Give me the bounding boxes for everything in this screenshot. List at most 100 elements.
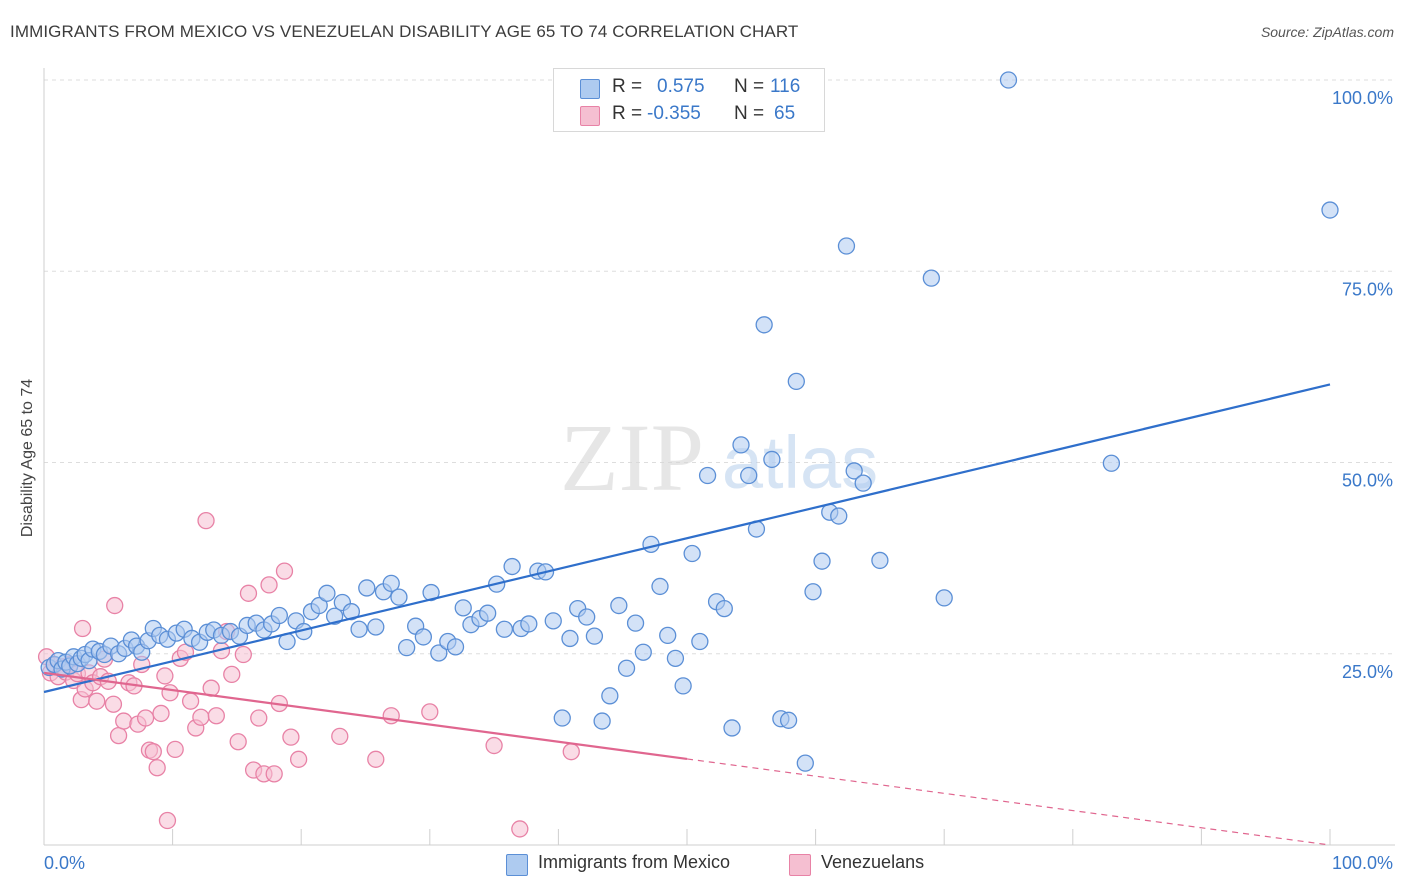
mexico-point bbox=[367, 618, 385, 636]
mexico-point bbox=[310, 596, 328, 615]
venezuelans-point bbox=[181, 692, 200, 710]
venezuelans-point bbox=[265, 765, 283, 783]
mexico-point bbox=[561, 629, 579, 648]
mexico-point bbox=[1321, 201, 1339, 219]
venezuelans-point bbox=[192, 708, 210, 726]
venezuelans-swatch bbox=[580, 106, 600, 126]
mexico-point bbox=[787, 372, 805, 391]
venezuelans-point bbox=[250, 709, 268, 727]
venezuelans-point bbox=[234, 645, 252, 664]
mexico-point bbox=[837, 237, 856, 255]
mexico-point bbox=[732, 436, 750, 454]
venezuelans-point bbox=[73, 619, 92, 638]
mexico-point bbox=[446, 638, 465, 656]
venezuelans-point bbox=[275, 562, 294, 580]
venezuelans-point bbox=[144, 743, 162, 761]
mexico-point bbox=[723, 719, 741, 737]
n-label: N = bbox=[734, 103, 765, 124]
tick-labels: 25.0% 50.0% 75.0% 100.0% 0.0% 100.0% bbox=[44, 88, 1393, 873]
mexico-swatch bbox=[580, 79, 600, 99]
mexico-point bbox=[763, 450, 781, 469]
venezuelans-point bbox=[207, 707, 225, 725]
mexico-point bbox=[642, 535, 660, 554]
trendlines bbox=[43, 383, 1331, 846]
venezuelans-point bbox=[158, 811, 177, 830]
legend-label-mexico: Immigrants from Mexico bbox=[538, 852, 731, 872]
gridlines bbox=[44, 79, 1395, 655]
mexico-point bbox=[578, 608, 596, 626]
mexico-point bbox=[553, 709, 571, 727]
mexico-point bbox=[358, 579, 376, 597]
mexico-point bbox=[854, 474, 872, 492]
mexico-point bbox=[830, 507, 848, 525]
mexico-point bbox=[634, 643, 652, 661]
mexico-points bbox=[40, 71, 1339, 772]
stats-row-mexico: R = 0.575 N = 116 bbox=[554, 74, 824, 102]
mexico-point bbox=[325, 607, 344, 625]
mexico-point bbox=[544, 612, 562, 630]
mexico-point bbox=[779, 711, 798, 729]
r-label: R = bbox=[612, 103, 643, 124]
mexico-point bbox=[666, 649, 685, 667]
mexico-point bbox=[414, 628, 433, 646]
chart-title: IMMIGRANTS FROM MEXICO VS VENEZUELAN DIS… bbox=[10, 22, 799, 41]
venezuelans-point bbox=[282, 728, 300, 746]
mexico-point bbox=[804, 583, 822, 601]
r-label: R = bbox=[612, 76, 643, 97]
mexico-point bbox=[935, 589, 953, 607]
mexico-n-value: 116 bbox=[770, 76, 801, 97]
legend-swatch-venezuelans bbox=[789, 854, 811, 876]
x-tick-label-max: 100.0% bbox=[1332, 853, 1393, 873]
x-tick-label-min: 0.0% bbox=[44, 853, 85, 873]
mexico-point bbox=[813, 552, 831, 570]
y-axis-label: Disability Age 65 to 74 bbox=[19, 378, 36, 538]
y-tick-label: 50.0% bbox=[1342, 471, 1393, 491]
mexico-point bbox=[270, 606, 288, 625]
legend-label-venezuelans: Venezuelans bbox=[821, 852, 925, 872]
venezuelans-point bbox=[109, 726, 128, 745]
venezuelans-point bbox=[289, 750, 308, 768]
mexico-point bbox=[796, 754, 814, 772]
venezuelans-point bbox=[115, 712, 133, 730]
mexico-point bbox=[683, 544, 701, 563]
mexico-point bbox=[601, 687, 619, 705]
mexico-point bbox=[495, 620, 514, 638]
venezuelans-trendline-extension bbox=[686, 758, 1331, 846]
mexico-point bbox=[691, 632, 709, 651]
venezuelans-point bbox=[382, 707, 400, 725]
mexico-point bbox=[454, 599, 472, 617]
venezuelans-point bbox=[485, 736, 503, 755]
venezuelans-point bbox=[166, 740, 184, 759]
mexico-r-value: 0.575 bbox=[657, 76, 705, 97]
mexico-point bbox=[659, 626, 677, 645]
mexico-point bbox=[390, 588, 408, 606]
stats-row-venezuelans: R = -0.355 N = 65 bbox=[554, 101, 824, 129]
venezuelans-point bbox=[421, 703, 439, 721]
venezuelans-trendline bbox=[43, 671, 688, 761]
mexico-point bbox=[342, 603, 361, 621]
venezuelans-r-value: -0.355 bbox=[647, 103, 701, 124]
legend-swatch-mexico bbox=[506, 854, 528, 876]
venezuelans-point bbox=[161, 684, 179, 702]
venezuelans-point bbox=[106, 596, 124, 615]
venezuelans-point bbox=[156, 667, 174, 685]
venezuelans-point bbox=[511, 820, 529, 838]
legend: Immigrants from Mexico Venezuelans bbox=[0, 852, 1406, 876]
mexico-point bbox=[610, 596, 628, 615]
chart-source: Source: ZipAtlas.com bbox=[1260, 24, 1394, 40]
mexico-point bbox=[651, 577, 669, 596]
venezuelans-point bbox=[229, 733, 247, 751]
mexico-point bbox=[922, 269, 940, 287]
mexico-trendline bbox=[43, 383, 1331, 694]
mexico-point bbox=[740, 466, 758, 485]
mexico-point bbox=[479, 604, 497, 622]
mexico-point bbox=[755, 316, 773, 334]
mexico-point bbox=[350, 620, 368, 638]
venezuelans-point bbox=[104, 695, 123, 713]
venezuelans-point bbox=[148, 759, 166, 777]
venezuelans-n-value: 65 bbox=[774, 103, 796, 124]
y-tick-label: 75.0% bbox=[1342, 279, 1393, 299]
venezuelans-point bbox=[260, 576, 278, 594]
watermark-atlas: atlas bbox=[722, 421, 878, 504]
